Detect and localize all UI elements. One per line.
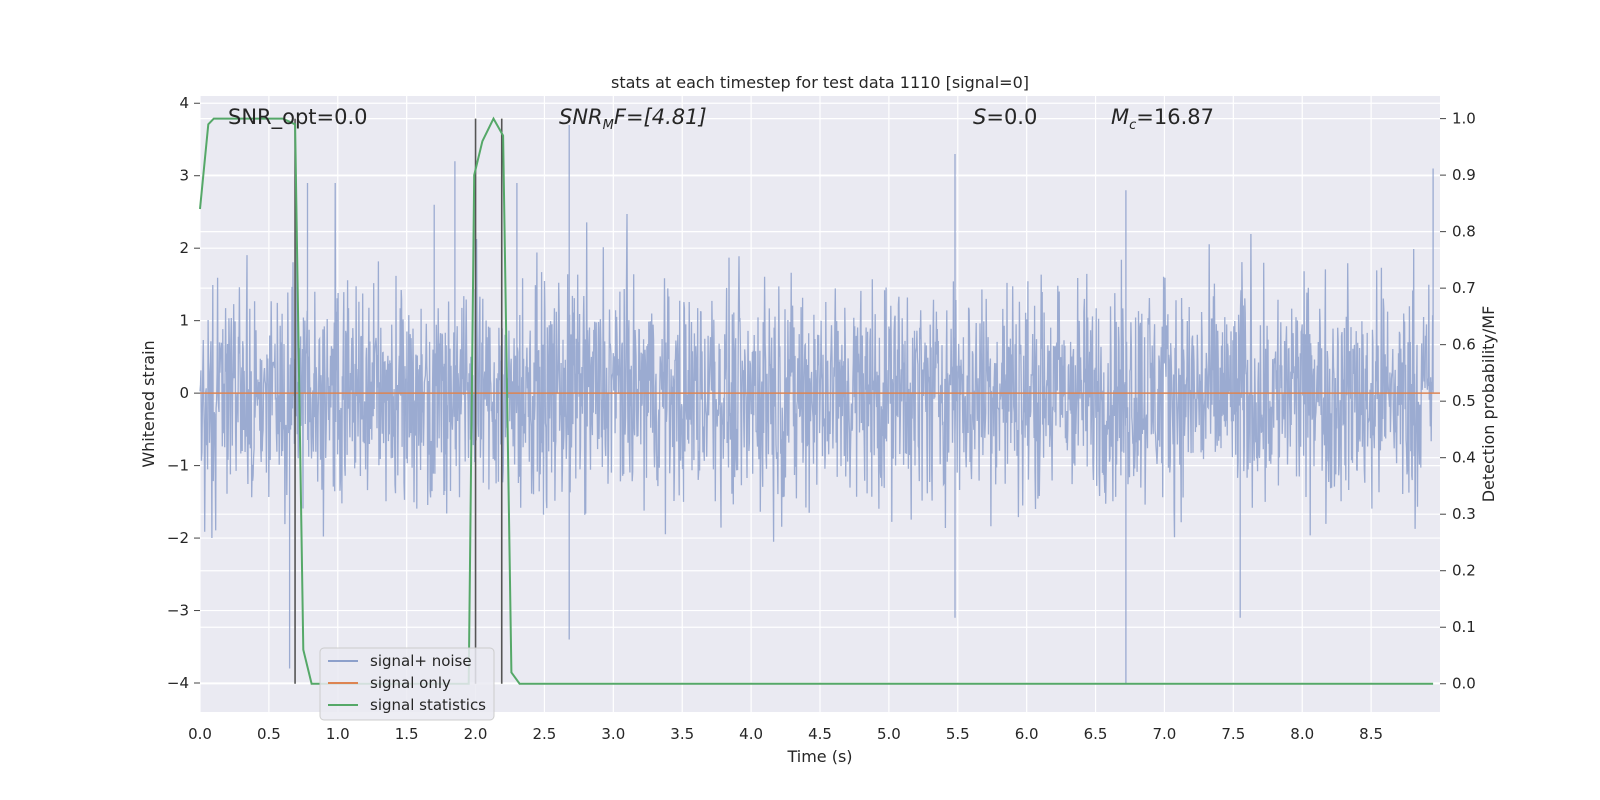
annotation-mc-rest: =16.87	[1136, 105, 1214, 129]
x-tick-label: 6.0	[1015, 725, 1039, 743]
x-tick-label: 5.0	[877, 725, 901, 743]
y-tick-label: −3	[167, 602, 189, 620]
annotation-s: S=0.0	[973, 105, 1037, 129]
y2-tick-label: 1.0	[1452, 110, 1476, 128]
annotation-mc-main: M	[1111, 105, 1129, 129]
annotation-mc-sub: c	[1129, 118, 1136, 133]
x-tick-label: 3.0	[601, 725, 625, 743]
x-tick-label: 8.5	[1359, 725, 1383, 743]
annotation-snr-mf-sub: M	[603, 118, 614, 133]
x-tick-label: 6.5	[1084, 725, 1108, 743]
vertical-markers	[294, 118, 503, 684]
y2-tick-label: 0.1	[1452, 618, 1476, 636]
y-tick-label: 3	[179, 167, 189, 185]
y-tick-label: −1	[167, 457, 189, 475]
y2-tick-label: 0.4	[1452, 449, 1476, 467]
y2-tick-label: 0.8	[1452, 223, 1476, 241]
x-tick-label: 2.0	[464, 725, 488, 743]
legend-label-signal-noise: signal+ noise	[370, 652, 472, 670]
x-tick-label: 1.5	[395, 725, 419, 743]
x-tick-label: 4.0	[739, 725, 763, 743]
y-tick-label: −2	[167, 529, 189, 547]
x-tick-label: 7.5	[1221, 725, 1245, 743]
legend-box	[319, 647, 495, 721]
signal-noise-line	[199, 125, 1434, 683]
x-tick-label: 8.0	[1290, 725, 1314, 743]
y-tick-label: 4	[179, 94, 189, 112]
y-tick-label: 0	[179, 384, 189, 402]
x-axis-label: Time (s)	[786, 747, 852, 766]
y2-tick-label: 0.7	[1452, 279, 1476, 297]
legend-label-signal-statistics: signal statistics	[370, 696, 486, 714]
x-tick-label: 0.5	[257, 725, 281, 743]
x-tick-label: 3.5	[670, 725, 694, 743]
annotation-s-rest: =0.0	[986, 105, 1037, 129]
y2-axis-label: Detection probability/MF	[1479, 306, 1498, 503]
x-tick-label: 1.0	[326, 725, 350, 743]
annotation-snr-opt: SNR_opt=0.0	[228, 105, 368, 130]
y-tick-label: −4	[167, 674, 189, 692]
y-tick-label: 2	[179, 239, 189, 257]
annotation-s-main: S	[973, 105, 986, 129]
series-signal-noise	[199, 125, 1434, 683]
x-tick-label: 4.5	[808, 725, 832, 743]
y-tick-label: 1	[179, 312, 189, 330]
y2-tick-label: 0.6	[1452, 336, 1476, 354]
legend-label-signal-only: signal only	[370, 674, 451, 692]
x-tick-label: 2.5	[533, 725, 557, 743]
y2-tick-label: 0.3	[1452, 505, 1476, 523]
x-tick-label: 5.5	[946, 725, 970, 743]
annotation-snr-mf-main: SNR	[559, 105, 603, 129]
y2-tick-label: 0.2	[1452, 562, 1476, 580]
chart-title: stats at each timestep for test data 111…	[611, 73, 1029, 92]
x-tick-label: 0.0	[188, 725, 212, 743]
annotation-snr-mf: SNRMF=[4.81]	[559, 105, 707, 133]
y-axis-label: Whitened strain	[139, 340, 158, 467]
tick-labels: 0.0 0.5 1.0 1.5 2.0 2.5 3.0 3.5 4.0 4.5 5.0 5.5 6.0 6…	[167, 94, 1476, 743]
annotation-snr-mf-rest: F=[4.81]	[614, 105, 707, 129]
x-tick-label: 7.0	[1153, 725, 1177, 743]
y2-tick-label: 0.5	[1452, 392, 1476, 410]
y2-tick-label: 0.9	[1452, 166, 1476, 184]
y2-tick-label: 0.0	[1452, 675, 1476, 693]
legend: signal+ noise signal only signal statist…	[319, 647, 495, 721]
annotation-mc: Mc=16.87	[1111, 105, 1214, 133]
